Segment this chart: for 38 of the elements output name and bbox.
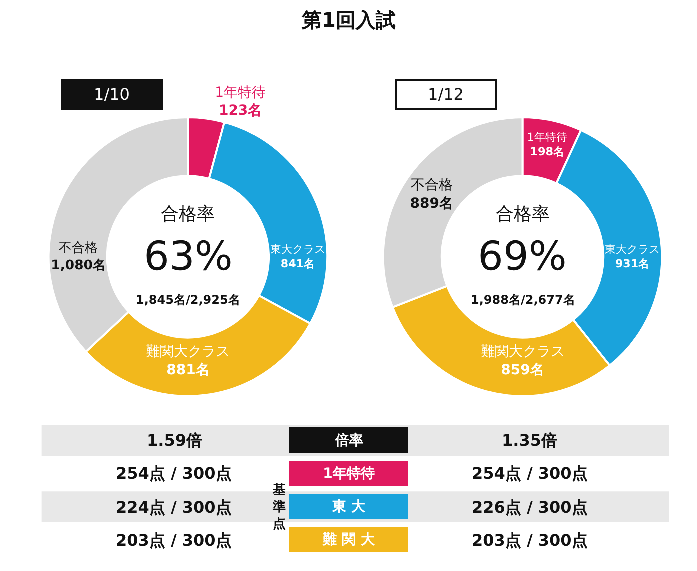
slice-label: 東大クラス	[605, 242, 660, 256]
data-label: 889名	[410, 196, 454, 212]
text: 東 大	[332, 499, 366, 515]
text: 基準点	[272, 483, 286, 532]
text: 1,988名/2,677名	[471, 293, 576, 307]
text: 1.35倍	[502, 431, 558, 450]
text: 合格率	[496, 204, 550, 225]
text: 69%	[478, 234, 567, 280]
slice-label: 難関大クラス	[146, 344, 230, 360]
data-label: 1,080名	[51, 258, 106, 274]
chart-title: 第1回入試	[301, 8, 396, 32]
slice-label: 難関大クラス	[480, 344, 565, 360]
data-label: 931名	[615, 257, 650, 270]
slice-label: 不合格	[59, 241, 98, 256]
text: 1,845名/2,925名	[136, 293, 240, 307]
slice-label: 不合格	[410, 178, 453, 194]
text: 1.59倍	[147, 431, 202, 450]
data-label: 841名	[280, 257, 315, 270]
text: 203点 / 300点	[472, 531, 588, 550]
text: 254点 / 300点	[116, 464, 232, 483]
text: 203点 / 300点	[116, 531, 232, 550]
text: 1年特待	[323, 466, 375, 482]
data-label: 123名	[218, 103, 262, 120]
text: 224点 / 300点	[116, 498, 232, 517]
data-label: 881名	[166, 362, 210, 378]
data-label: 198名	[530, 145, 565, 158]
text: 226点 / 300点	[472, 498, 588, 517]
text: 63%	[144, 234, 233, 280]
slice-label: 1年特待	[527, 130, 568, 144]
data-label: 859名	[501, 362, 544, 378]
text: 難 関 大	[322, 532, 376, 548]
text: 倍率	[334, 432, 364, 449]
text: 254点 / 300点	[472, 464, 588, 483]
chart-subtitle: 1/10	[94, 85, 130, 104]
slice-label: 1年特待	[215, 84, 266, 101]
chart-title: 1/12	[428, 85, 464, 104]
text: 合格率	[161, 204, 215, 225]
slice-label: 東大クラス	[270, 242, 326, 256]
